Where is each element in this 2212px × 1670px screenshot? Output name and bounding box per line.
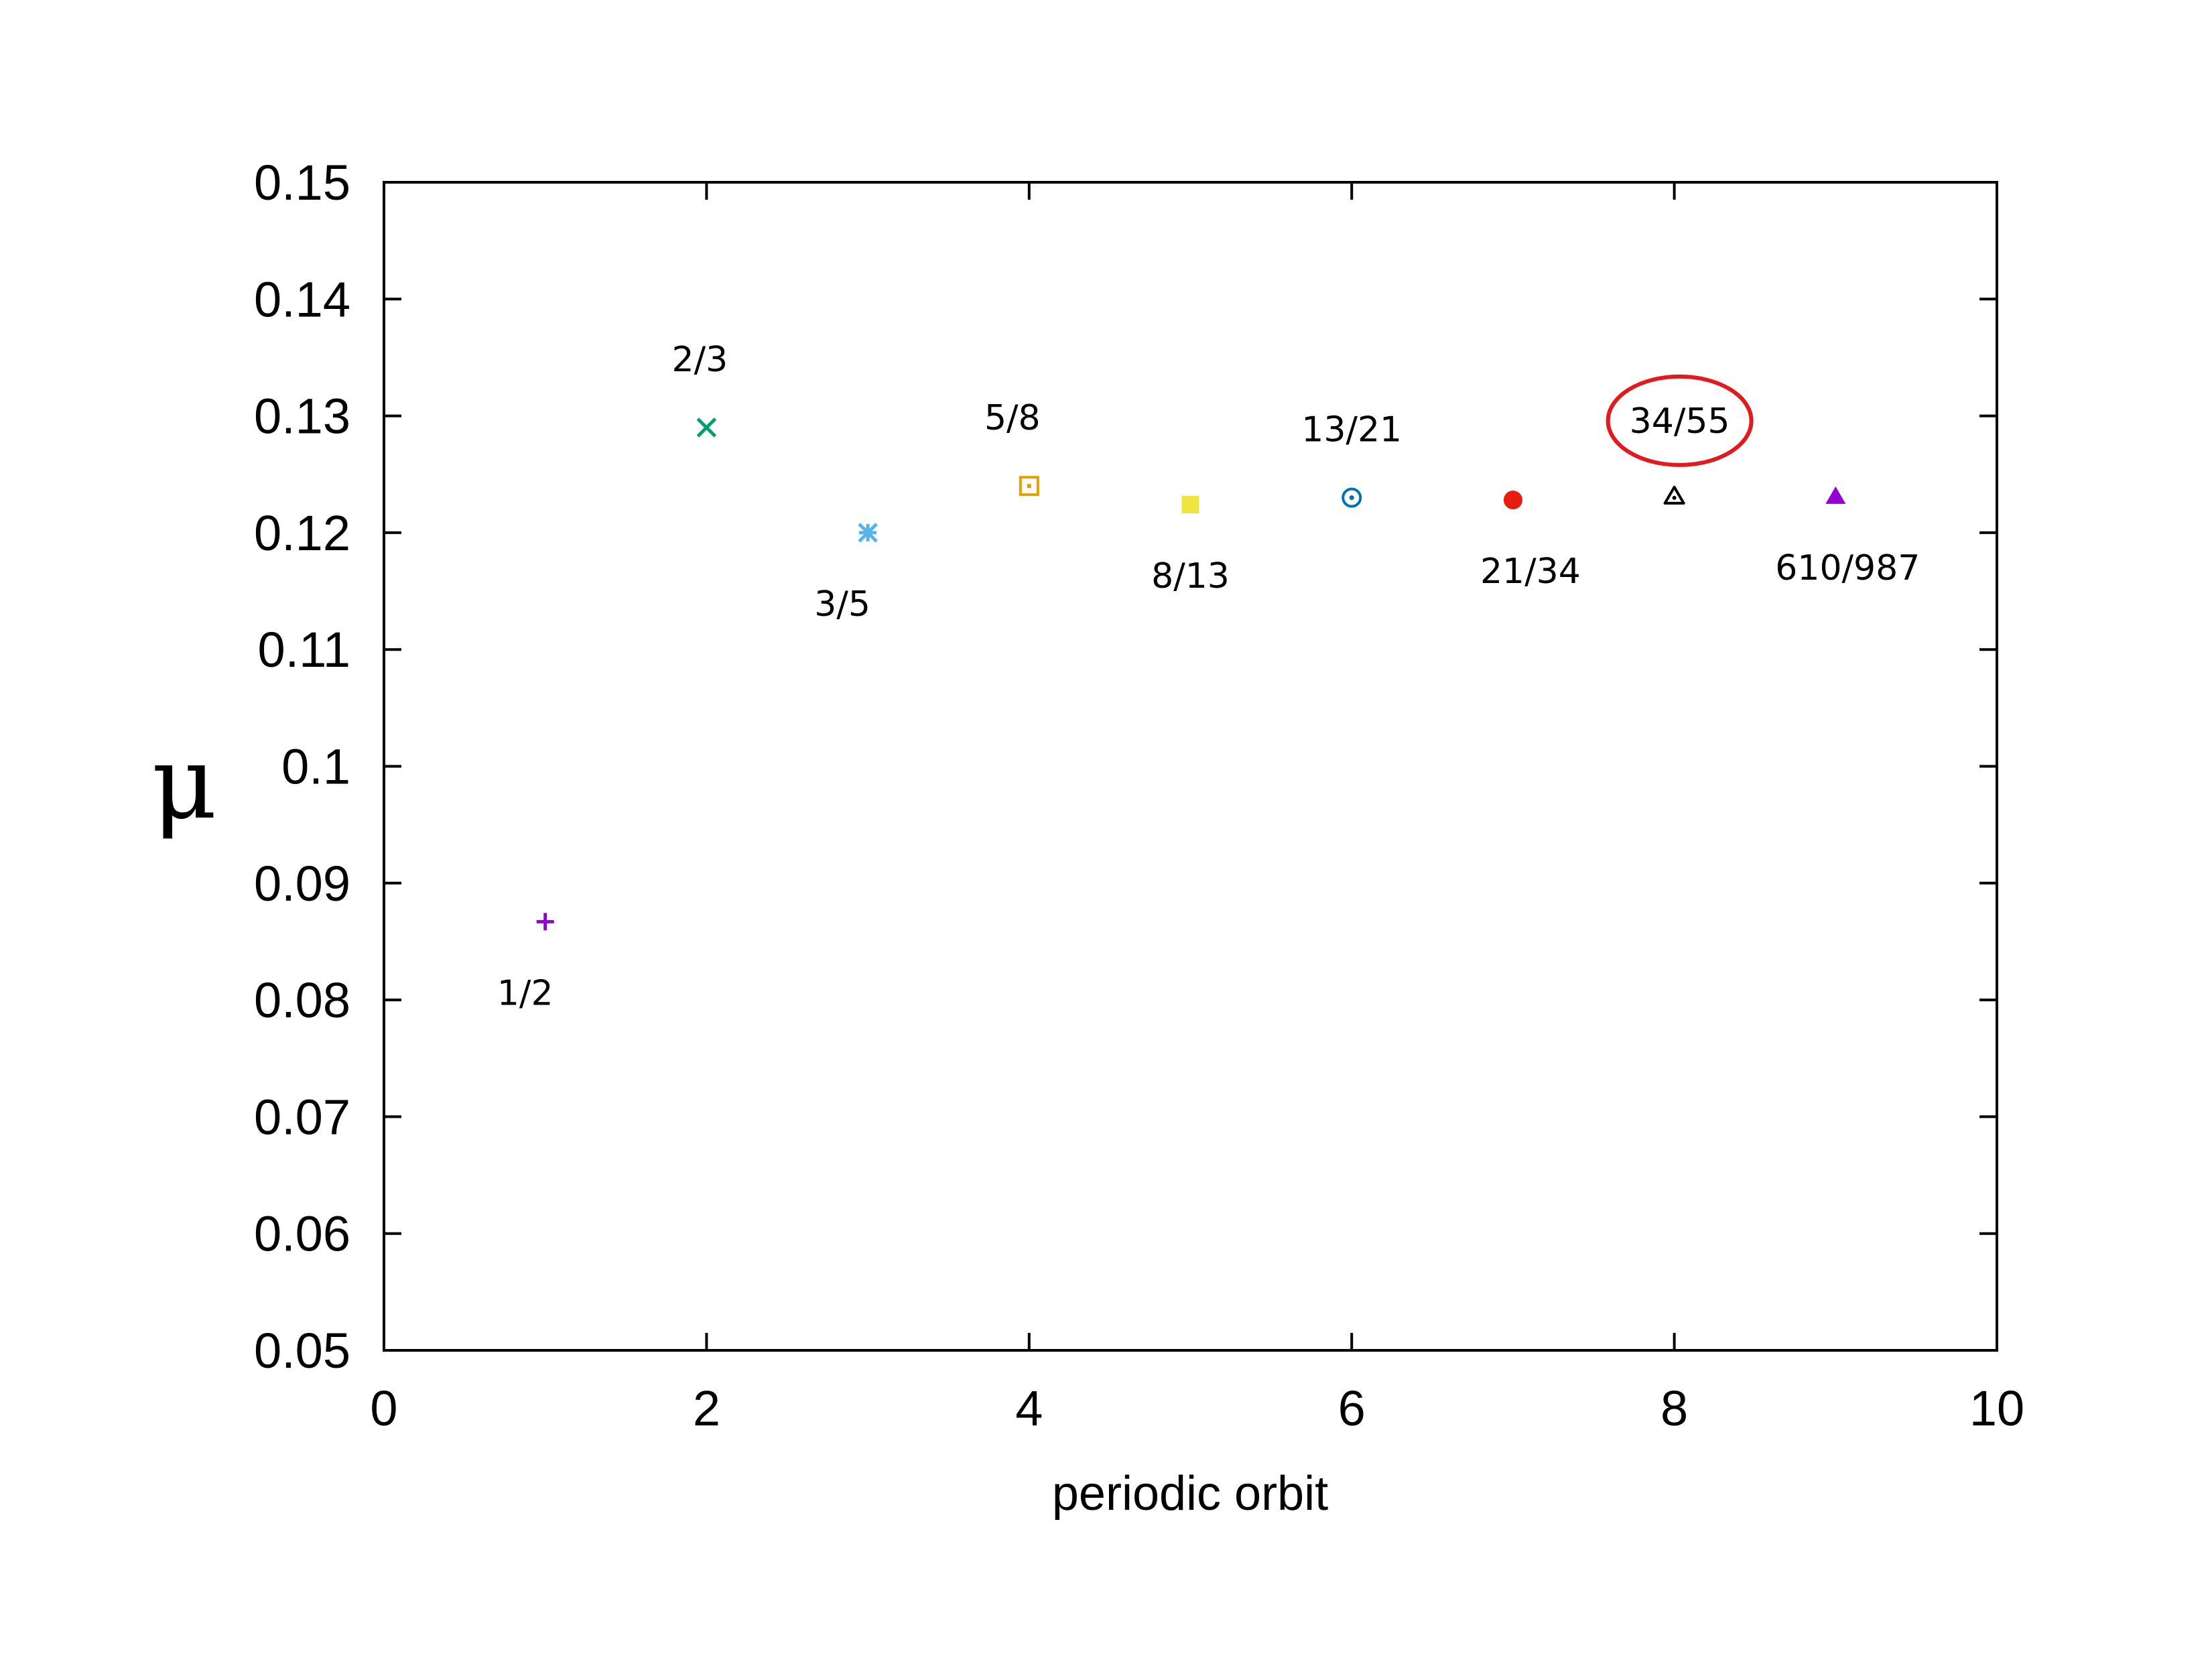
x-tick-label: 0 xyxy=(370,1380,397,1436)
point-label: 8/13 xyxy=(1151,556,1230,596)
point-label: 1/2 xyxy=(497,973,554,1013)
highlight-ellipse xyxy=(1606,374,1754,467)
data-point-triangle-dot xyxy=(1663,485,1685,505)
y-axis-ticks xyxy=(384,181,1997,1352)
y-tick-label: 0.1 xyxy=(281,739,350,795)
y-axis-tick-labels: 0.05 0.06 0.07 0.08 0.09 0.1 0.11 0.12 0.13 0.14 0… xyxy=(254,155,350,1378)
y-tick-label: 0.13 xyxy=(254,389,350,444)
data-point-square-dot xyxy=(1019,476,1039,497)
x-tick-label: 6 xyxy=(1338,1380,1366,1436)
y-tick-label: 0.09 xyxy=(254,856,350,911)
y-axis-title: μ xyxy=(151,725,217,842)
point-label: 610/987 xyxy=(1775,548,1920,588)
point-label: 2/3 xyxy=(672,340,728,380)
x-axis-ticks xyxy=(383,182,1998,1350)
y-tick-label: 0.15 xyxy=(254,155,350,210)
x-tick-label: 8 xyxy=(1661,1380,1688,1436)
data-point-plus xyxy=(536,913,554,931)
data-point-cross xyxy=(696,418,717,438)
data-point-asterisk xyxy=(858,523,878,543)
y-tick-label: 0.06 xyxy=(254,1206,350,1262)
x-axis-title: periodic orbit xyxy=(1052,1467,1328,1521)
y-tick-label: 0.12 xyxy=(254,505,350,561)
data-point-labels: 1/2 2/3 3/5 5/8 8/13 13/21 21/34 34/55 610/987 xyxy=(497,340,1920,1013)
x-tick-label: 2 xyxy=(693,1380,720,1436)
point-label: 13/21 xyxy=(1301,410,1402,450)
data-point-circle-filled xyxy=(1503,491,1522,510)
data-point-square-filled xyxy=(1181,496,1199,514)
y-tick-label: 0.08 xyxy=(254,972,350,1028)
point-label: 5/8 xyxy=(984,398,1041,438)
x-tick-label: 10 xyxy=(1969,1380,2024,1436)
data-points xyxy=(536,418,1846,931)
point-label: 34/55 xyxy=(1630,401,1730,442)
x-tick-label: 4 xyxy=(1015,1380,1043,1436)
data-point-circle-dot xyxy=(1342,487,1362,508)
y-tick-label: 0.11 xyxy=(257,622,350,678)
y-tick-label: 0.14 xyxy=(254,271,350,327)
y-tick-label: 0.07 xyxy=(254,1089,350,1145)
plot-frame xyxy=(383,181,1998,1352)
point-label: 21/34 xyxy=(1480,552,1581,592)
point-label: 3/5 xyxy=(814,584,870,625)
y-tick-label: 0.05 xyxy=(254,1323,350,1378)
x-axis-tick-labels: 0 2 4 6 8 10 xyxy=(370,1380,2024,1436)
highlight-annotations xyxy=(1606,374,1754,467)
data-point-triangle-filled xyxy=(1825,486,1846,504)
